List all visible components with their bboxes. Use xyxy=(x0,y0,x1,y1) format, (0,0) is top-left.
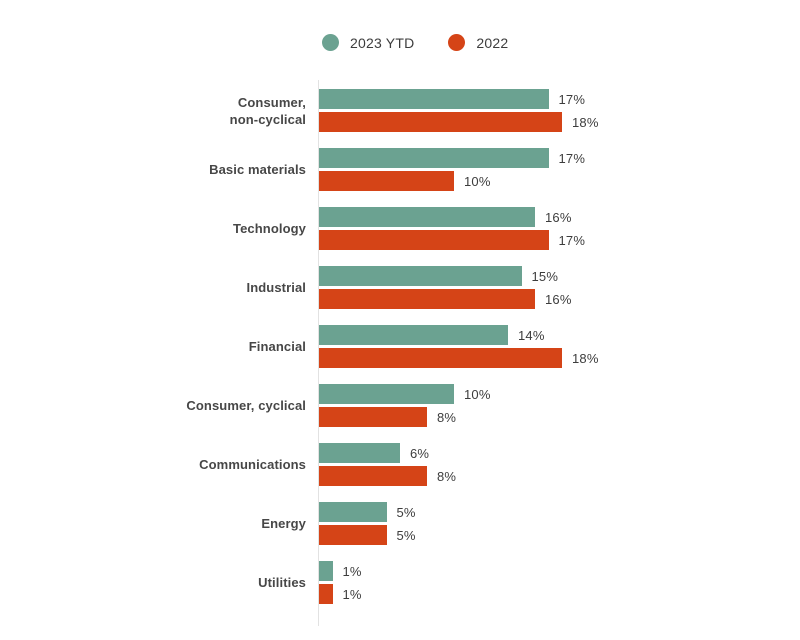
bar-2022 xyxy=(319,407,427,427)
legend-swatch-2022-icon xyxy=(448,34,466,51)
category-row: Financial 14% 18% xyxy=(0,325,800,368)
value-label: 18% xyxy=(572,350,599,366)
value-label: 17% xyxy=(558,91,586,107)
bar-line: 17% xyxy=(319,230,585,250)
y-axis-line xyxy=(318,80,319,626)
bar-line: 5% xyxy=(319,502,416,522)
value-label: 5% xyxy=(396,527,416,543)
value-label: 17% xyxy=(558,232,586,248)
bar-line: 17% xyxy=(319,89,599,109)
value-label: 16% xyxy=(545,291,572,307)
category-label: Industrial xyxy=(246,280,306,295)
bar-2022 xyxy=(319,289,535,309)
bar-line: 1% xyxy=(319,561,362,581)
value-label: 16% xyxy=(545,209,572,225)
category-label: Energy xyxy=(261,516,306,531)
bar-line: 5% xyxy=(319,525,416,545)
legend-item-2022: 2022 xyxy=(448,34,508,51)
value-label: 10% xyxy=(464,173,491,189)
bar-pair: 6% 8% xyxy=(319,443,456,486)
value-label: 10% xyxy=(464,386,491,402)
bar-2023-ytd xyxy=(319,148,549,168)
value-label: 8% xyxy=(437,409,457,425)
value-label: 15% xyxy=(531,268,559,284)
bar-pair: 15% 16% xyxy=(319,266,572,309)
category-row: Energy 5% 5% xyxy=(0,502,800,545)
value-label: 14% xyxy=(518,327,545,343)
legend-label-2023-ytd: 2023 YTD xyxy=(350,34,415,51)
bar-line: 18% xyxy=(319,348,599,368)
category-label: Communications xyxy=(199,457,306,472)
bar-2023-ytd xyxy=(319,207,535,227)
bar-line: 14% xyxy=(319,325,599,345)
chart-legend: 2023 YTD 2022 xyxy=(322,34,508,51)
value-label: 18% xyxy=(572,114,599,130)
value-label: 6% xyxy=(410,445,430,461)
bar-line: 17% xyxy=(319,148,585,168)
bar-2022 xyxy=(319,230,549,250)
bar-pair: 5% 5% xyxy=(319,502,416,545)
category-label: Consumer, non-cyclical xyxy=(229,94,306,127)
bar-line: 16% xyxy=(319,207,585,227)
category-row: Consumer, non-cyclical 17% 18% xyxy=(0,89,800,132)
category-row: Consumer, cyclical 10% 8% xyxy=(0,384,800,427)
bar-2023-ytd xyxy=(319,561,333,581)
legend-label-2022: 2022 xyxy=(476,34,509,51)
bar-pair: 17% 10% xyxy=(319,148,585,191)
category-label: Basic materials xyxy=(209,162,306,177)
bar-line: 10% xyxy=(319,384,491,404)
bar-line: 15% xyxy=(319,266,572,286)
bar-2023-ytd xyxy=(319,443,400,463)
category-row: Industrial 15% 16% xyxy=(0,266,800,309)
bar-2023-ytd xyxy=(319,384,454,404)
category-row: Basic materials 17% 10% xyxy=(0,148,800,191)
bar-2022 xyxy=(319,525,387,545)
bar-2022 xyxy=(319,584,333,604)
bar-pair: 17% 18% xyxy=(319,89,599,132)
bar-line: 6% xyxy=(319,443,456,463)
bar-line: 8% xyxy=(319,466,456,486)
legend-item-2023-ytd: 2023 YTD xyxy=(322,34,414,51)
value-label: 1% xyxy=(342,563,362,579)
bar-2023-ytd xyxy=(319,502,387,522)
bar-line: 18% xyxy=(319,112,599,132)
bar-2022 xyxy=(319,171,454,191)
category-label: Utilities xyxy=(258,575,306,590)
bar-2023-ytd xyxy=(319,266,522,286)
bar-pair: 10% 8% xyxy=(319,384,491,427)
legend-swatch-2023-ytd-icon xyxy=(322,34,339,51)
bar-line: 10% xyxy=(319,171,585,191)
bar-2022 xyxy=(319,112,562,132)
bar-2023-ytd xyxy=(319,89,549,109)
bar-line: 16% xyxy=(319,289,572,309)
category-row: Utilities 1% 1% xyxy=(0,561,800,604)
bar-2023-ytd xyxy=(319,325,508,345)
bar-line: 8% xyxy=(319,407,491,427)
chart-rows: Consumer, non-cyclical 17% 18% Basic materi… xyxy=(0,89,800,620)
value-label: 1% xyxy=(342,586,362,602)
value-label: 17% xyxy=(558,150,586,166)
bar-2022 xyxy=(319,466,427,486)
category-row: Technology 16% 17% xyxy=(0,207,800,250)
value-label: 5% xyxy=(396,504,416,520)
bar-pair: 14% 18% xyxy=(319,325,599,368)
bar-pair: 1% 1% xyxy=(319,561,362,604)
category-label: Financial xyxy=(248,339,306,354)
bar-pair: 16% 17% xyxy=(319,207,585,250)
category-row: Communications 6% 8% xyxy=(0,443,800,486)
bar-2022 xyxy=(319,348,562,368)
value-label: 8% xyxy=(437,468,457,484)
category-label: Technology xyxy=(233,221,306,236)
category-label: Consumer, cyclical xyxy=(186,398,306,413)
bar-line: 1% xyxy=(319,584,362,604)
